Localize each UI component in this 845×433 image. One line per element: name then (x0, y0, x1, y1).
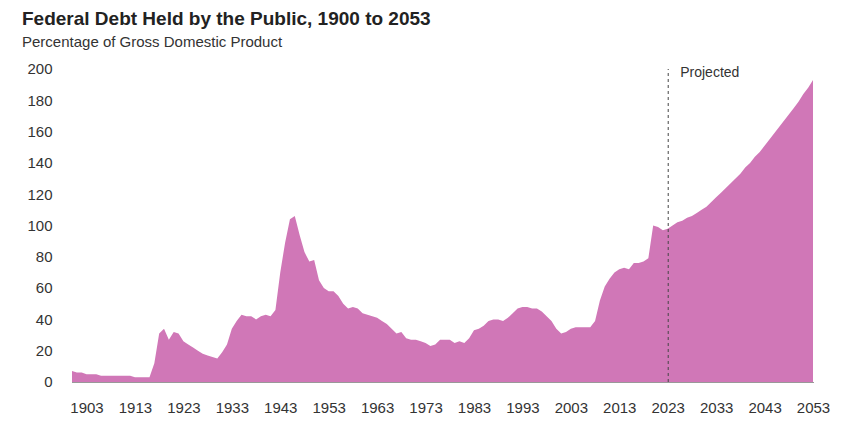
svg-text:1973: 1973 (409, 399, 442, 416)
svg-text:1943: 1943 (264, 399, 297, 416)
html-text:Percentage of Gross Domestic P: Percentage of Gross Domestic Product (22, 33, 283, 50)
svg-text:1983: 1983 (458, 399, 491, 416)
svg-text:40: 40 (36, 311, 53, 328)
html-text:Federal Debt Held by the Publi: Federal Debt Held by the Public, 1900 to… (22, 8, 431, 29)
svg-text:2003: 2003 (555, 399, 588, 416)
svg-text:2013: 2013 (603, 399, 636, 416)
svg-text:20: 20 (36, 342, 53, 359)
svg-text:1963: 1963 (361, 399, 394, 416)
svg-text:1953: 1953 (312, 399, 345, 416)
svg-text:0: 0 (44, 373, 52, 390)
svg-text:180: 180 (27, 92, 52, 109)
svg-text:1933: 1933 (216, 399, 249, 416)
svg-text:80: 80 (36, 248, 53, 265)
svg-text:100: 100 (27, 217, 52, 234)
svg-text:2023: 2023 (652, 399, 685, 416)
svg-text:1923: 1923 (167, 399, 200, 416)
svg-text:140: 140 (27, 154, 52, 171)
svg-text:2033: 2033 (700, 399, 733, 416)
svg-text:200: 200 (27, 60, 52, 77)
svg-text:60: 60 (36, 279, 53, 296)
svg-text:2053: 2053 (797, 399, 830, 416)
svg-text:1913: 1913 (119, 399, 152, 416)
svg-text:1903: 1903 (70, 399, 103, 416)
svg-text:Projected: Projected (680, 64, 739, 80)
svg-text:120: 120 (27, 186, 52, 203)
svg-text:160: 160 (27, 123, 52, 140)
svg-text:2043: 2043 (748, 399, 781, 416)
svg-text:1993: 1993 (506, 399, 539, 416)
